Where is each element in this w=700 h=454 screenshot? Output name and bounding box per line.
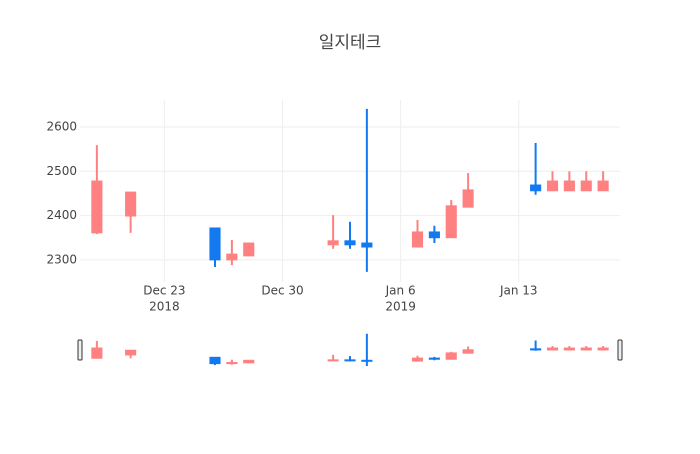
x-tick-label: Jan 13 [499, 284, 538, 298]
candle-body [597, 180, 609, 192]
candle-body [209, 227, 221, 261]
candle-body [428, 357, 440, 360]
candle-body [530, 348, 542, 351]
candle-body [125, 349, 137, 356]
candle-body [580, 180, 592, 192]
x-tick-label: 2019 [385, 300, 416, 314]
candle-body [91, 180, 103, 234]
y-tick-label: 2400 [46, 208, 77, 222]
candle-body [546, 347, 559, 351]
candle-body [563, 180, 575, 192]
y-tick-label: 2500 [46, 164, 77, 178]
candle-body [327, 240, 339, 246]
candle-body [462, 189, 474, 208]
candle-body [445, 352, 457, 360]
candle-body [563, 347, 575, 351]
x-tick-label: Dec 30 [261, 284, 303, 298]
x-tick-label: Jan 6 [385, 284, 416, 298]
candle-body [327, 359, 339, 362]
candle-body [226, 253, 238, 261]
candle-body [361, 359, 373, 362]
candle-body [226, 361, 238, 365]
candle-body [597, 347, 609, 351]
candle-body [445, 205, 457, 239]
candle-body [411, 231, 424, 248]
range-slider-handle[interactable] [77, 339, 83, 361]
x-tick-label: 2018 [149, 300, 180, 314]
chart-title: 일지테크 [319, 33, 382, 53]
x-tick-label: Dec 23 [143, 284, 185, 298]
candle-body [344, 359, 356, 362]
candle-body [125, 191, 137, 217]
range-slider-handle[interactable] [617, 339, 623, 361]
candle-body [411, 357, 424, 362]
candle-body [344, 240, 356, 246]
y-tick-label: 2600 [46, 120, 77, 134]
candle-body [243, 359, 255, 364]
candle-body [209, 356, 221, 365]
candle-body [580, 347, 592, 351]
range-slider-bg [80, 332, 620, 368]
y-tick-label: 2300 [46, 252, 77, 266]
candle-body [428, 231, 440, 239]
candle-body [91, 347, 103, 359]
candle-body [530, 184, 542, 192]
candle-body [243, 242, 255, 257]
candle-body [361, 242, 373, 248]
candle-body [546, 180, 559, 192]
candle-body [462, 349, 474, 354]
